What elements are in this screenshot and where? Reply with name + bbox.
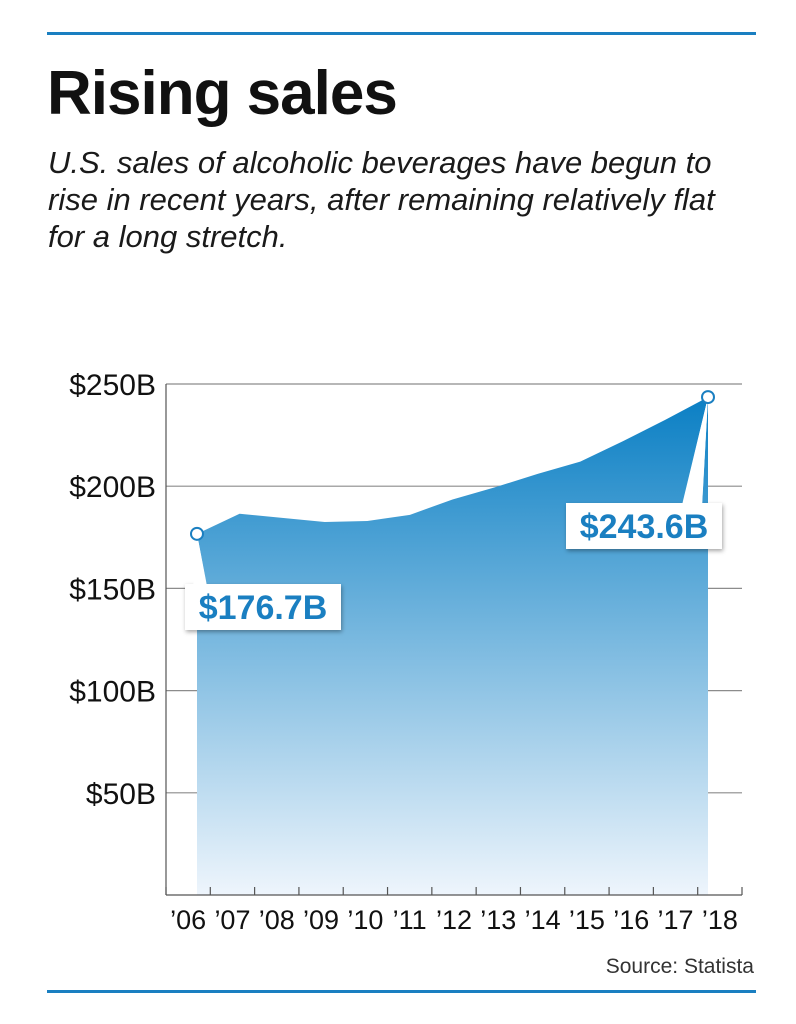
data-point-marker xyxy=(701,390,715,405)
x-tick-label: ’10 xyxy=(347,905,383,935)
x-tick-label: ’17 xyxy=(658,905,694,935)
y-tick-label: $50B xyxy=(86,778,156,811)
bottom-rule xyxy=(47,990,756,993)
chart-title: Rising sales xyxy=(47,59,398,128)
x-tick-label: ’07 xyxy=(214,905,250,935)
x-tick-label: ’15 xyxy=(569,905,605,935)
area-layer xyxy=(197,397,708,895)
area-series xyxy=(197,397,708,895)
x-tick-label: ’08 xyxy=(259,905,295,935)
x-tick-label: ’16 xyxy=(613,905,649,935)
y-tick-label: $150B xyxy=(69,573,156,606)
x-tick-label: ’06 xyxy=(170,905,206,935)
data-point-marker xyxy=(190,526,204,541)
y-tick-label: $100B xyxy=(69,676,156,709)
y-tick-label: $200B xyxy=(69,471,156,504)
data-label-box xyxy=(185,584,341,630)
axis-layer xyxy=(165,384,742,896)
x-tick-label: ’12 xyxy=(436,905,472,935)
source-credit: Source: Statista xyxy=(605,955,754,978)
x-tick-label: ’14 xyxy=(525,905,561,935)
y-tick-label: $250B xyxy=(69,369,156,402)
x-tick-label: ’18 xyxy=(702,905,738,935)
callout-pointer-cover xyxy=(682,397,708,507)
chart-subtitle: U.S. sales of alcoholic beverages have b… xyxy=(48,145,715,254)
x-tick-label: ’09 xyxy=(303,905,339,935)
x-tick-label: ’13 xyxy=(480,905,516,935)
annotation-layer: $176.7B $243.6B xyxy=(185,390,722,630)
x-tick-label: ’11 xyxy=(393,905,427,935)
data-label-box xyxy=(566,503,722,549)
data-label: $176.7B xyxy=(199,589,328,627)
callout-pointer-cover xyxy=(193,533,207,588)
top-rule xyxy=(47,32,756,35)
x-tick-labels: ’06 ’07 ’08 ’09 ’10 ’11 ’12 ’13 ’14 ’15 ’16 ’17 ’18 xyxy=(165,887,743,935)
data-label: $243.6B xyxy=(580,508,709,546)
y-tick-labels: $50B $100B $150B $200B $250B xyxy=(69,369,156,811)
